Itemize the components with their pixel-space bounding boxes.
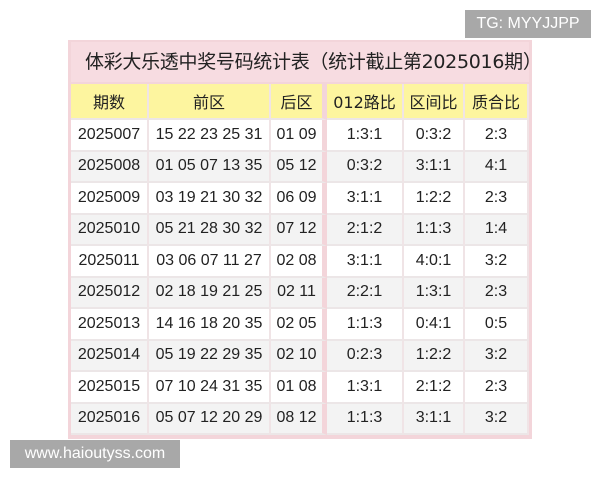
cell-012-ratio: 1:1:3 [327, 403, 404, 435]
cell-issue: 2025016 [71, 403, 149, 435]
table-row: 2025012 02 18 19 21 25 02 11 2:2:1 1:3:1 2:3 [71, 277, 529, 309]
cell-prime-composite-ratio: 3:2 [465, 403, 529, 435]
cell-012-ratio: 2:2:1 [327, 277, 404, 309]
cell-back-zone: 07 12 [271, 214, 327, 246]
cell-back-zone: 02 10 [271, 340, 327, 372]
cell-zone-ratio: 0:4:1 [404, 309, 465, 341]
lottery-stats-table-frame: 体彩大乐透中奖号码统计表（统计截止第2025016期） 期数 前区 后区 012… [68, 40, 542, 439]
table-row: 2025008 01 05 07 13 35 05 12 0:3:2 3:1:1 4:1 [71, 151, 529, 183]
table-row: 2025013 14 16 18 20 35 02 05 1:1:3 0:4:1 0:5 [71, 309, 529, 341]
cell-issue: 2025015 [71, 372, 149, 404]
cell-012-ratio: 1:3:1 [327, 372, 404, 404]
header-back-zone: 后区 [271, 84, 327, 120]
cell-prime-composite-ratio: 3:2 [465, 340, 529, 372]
cell-prime-composite-ratio: 2:3 [465, 183, 529, 215]
cell-back-zone: 05 12 [271, 151, 327, 183]
cell-back-zone: 06 09 [271, 183, 327, 215]
cell-front-zone: 15 22 23 25 31 [149, 120, 271, 152]
cell-issue: 2025007 [71, 120, 149, 152]
cell-issue: 2025009 [71, 183, 149, 215]
cell-prime-composite-ratio: 0:5 [465, 309, 529, 341]
cell-012-ratio: 3:1:1 [327, 246, 404, 278]
header-012-ratio: 012路比 [327, 84, 404, 120]
cell-issue: 2025014 [71, 340, 149, 372]
cell-012-ratio: 3:1:1 [327, 183, 404, 215]
table-title: 体彩大乐透中奖号码统计表（统计截止第2025016期） [71, 42, 542, 82]
cell-012-ratio: 1:3:1 [327, 120, 404, 152]
cell-prime-composite-ratio: 3:2 [465, 246, 529, 278]
cell-front-zone: 03 06 07 11 27 [149, 246, 271, 278]
table-row: 2025010 05 21 28 30 32 07 12 2:1:2 1:1:3 1:4 [71, 214, 529, 246]
cell-zone-ratio: 1:2:2 [404, 340, 465, 372]
cell-prime-composite-ratio: 2:3 [465, 372, 529, 404]
cell-012-ratio: 2:1:2 [327, 214, 404, 246]
cell-prime-composite-ratio: 4:1 [465, 151, 529, 183]
header-prime-composite-ratio: 质合比 [465, 84, 529, 120]
cell-front-zone: 07 10 24 31 35 [149, 372, 271, 404]
table-row: 2025015 07 10 24 31 35 01 08 1:3:1 2:1:2 2:3 [71, 372, 529, 404]
cell-back-zone: 01 09 [271, 120, 327, 152]
cell-zone-ratio: 2:1:2 [404, 372, 465, 404]
cell-front-zone: 05 21 28 30 32 [149, 214, 271, 246]
cell-back-zone: 02 05 [271, 309, 327, 341]
cell-front-zone: 01 05 07 13 35 [149, 151, 271, 183]
cell-zone-ratio: 1:1:3 [404, 214, 465, 246]
cell-issue: 2025013 [71, 309, 149, 341]
cell-zone-ratio: 3:1:1 [404, 403, 465, 435]
header-row: 期数 前区 后区 012路比 区间比 质合比 [71, 84, 529, 120]
cell-back-zone: 02 11 [271, 277, 327, 309]
watermark-tg: TG: MYYJJPP [465, 10, 591, 38]
cell-back-zone: 08 12 [271, 403, 327, 435]
table-row: 2025011 03 06 07 11 27 02 08 3:1:1 4:0:1 3:2 [71, 246, 529, 278]
cell-front-zone: 02 18 19 21 25 [149, 277, 271, 309]
cell-front-zone: 14 16 18 20 35 [149, 309, 271, 341]
header-zone-ratio: 区间比 [404, 84, 465, 120]
cell-issue: 2025008 [71, 151, 149, 183]
table-row: 2025009 03 19 21 30 32 06 09 3:1:1 1:2:2 2:3 [71, 183, 529, 215]
cell-front-zone: 05 19 22 29 35 [149, 340, 271, 372]
header-front-zone: 前区 [149, 84, 271, 120]
cell-issue: 2025011 [71, 246, 149, 278]
cell-issue: 2025010 [71, 214, 149, 246]
stats-table: 期数 前区 后区 012路比 区间比 质合比 2025007 15 22 23 2… [71, 84, 529, 435]
table-row: 2025007 15 22 23 25 31 01 09 1:3:1 0:3:2 2:3 [71, 120, 529, 152]
table-row: 2025016 05 07 12 20 29 08 12 1:1:3 3:1:1 3:2 [71, 403, 529, 435]
cell-prime-composite-ratio: 1:4 [465, 214, 529, 246]
cell-front-zone: 03 19 21 30 32 [149, 183, 271, 215]
cell-zone-ratio: 3:1:1 [404, 151, 465, 183]
cell-prime-composite-ratio: 2:3 [465, 277, 529, 309]
cell-back-zone: 01 08 [271, 372, 327, 404]
cell-zone-ratio: 0:3:2 [404, 120, 465, 152]
cell-issue: 2025012 [71, 277, 149, 309]
cell-zone-ratio: 1:3:1 [404, 277, 465, 309]
header-issue: 期数 [71, 84, 149, 120]
watermark-url: www.haioutyss.com [10, 440, 180, 468]
table-row: 2025014 05 19 22 29 35 02 10 0:2:3 1:2:2 3:2 [71, 340, 529, 372]
cell-zone-ratio: 4:0:1 [404, 246, 465, 278]
cell-zone-ratio: 1:2:2 [404, 183, 465, 215]
cell-back-zone: 02 08 [271, 246, 327, 278]
cell-prime-composite-ratio: 2:3 [465, 120, 529, 152]
cell-front-zone: 05 07 12 20 29 [149, 403, 271, 435]
cell-012-ratio: 0:2:3 [327, 340, 404, 372]
cell-012-ratio: 1:1:3 [327, 309, 404, 341]
cell-012-ratio: 0:3:2 [327, 151, 404, 183]
